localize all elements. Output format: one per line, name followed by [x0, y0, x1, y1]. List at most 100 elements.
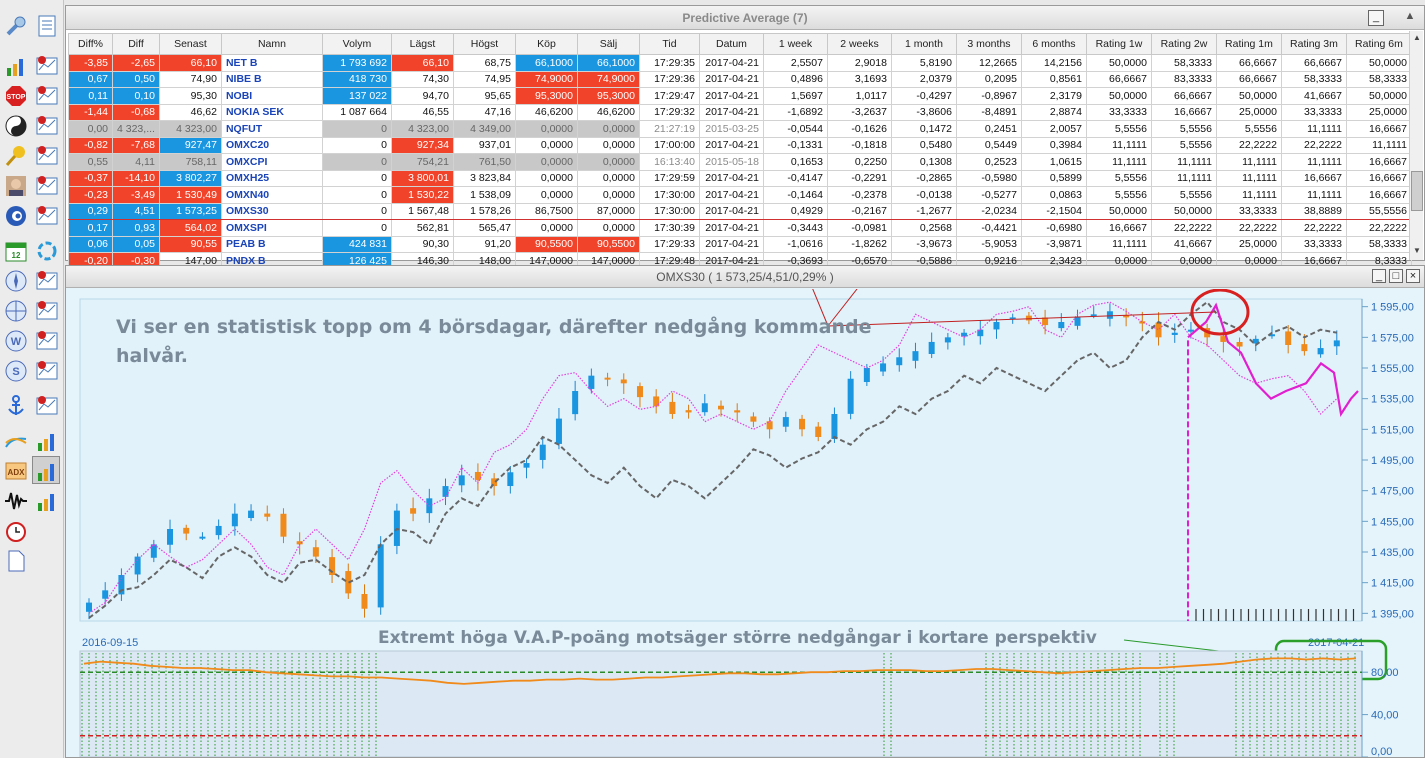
table-row[interactable]: 0,55 4,11 758,11 OMXCPI 0 754,21 761,50 0,0000 0…	[68, 153, 1412, 171]
toolbar-button-s-globe[interactable]: S	[1, 356, 29, 384]
candle	[766, 421, 773, 430]
column-header[interactable]: Högst	[452, 33, 516, 55]
vertical-scrollbar[interactable]: ▲ ▼	[1409, 31, 1423, 260]
toolbar-button-bar-chart-3[interactable]	[32, 456, 60, 484]
toolbar-button-chart-1[interactable]	[32, 111, 60, 139]
table-row[interactable]: 0,67 0,50 74,90 NIBE B 418 730 74,30 74,95 74,9…	[68, 70, 1412, 88]
toolbar-button-bar-chart-4[interactable]	[32, 486, 60, 514]
toolbar-button-alarm-clock[interactable]	[1, 516, 29, 544]
toolbar-button-waveform[interactable]	[1, 486, 29, 514]
table-cell: 2017-04-21	[698, 87, 764, 105]
toolbar-button-refresh-cycle[interactable]	[32, 236, 60, 264]
toolbar-button-chart-d[interactable]	[32, 391, 60, 419]
toolbar-button-trend-lines[interactable]	[1, 426, 29, 454]
table-cell: OMXSPI	[220, 219, 323, 237]
column-header[interactable]: Rating 1w	[1085, 33, 1152, 55]
column-header[interactable]: Namn	[220, 33, 323, 55]
column-header[interactable]: Diff	[112, 33, 160, 55]
column-header[interactable]: Lägst	[390, 33, 454, 55]
candle	[329, 557, 336, 575]
toolbar-button-yin-yang[interactable]	[1, 111, 29, 139]
toolbar-button-globe[interactable]	[1, 296, 29, 324]
toolbar-button-w-globe[interactable]: W	[1, 326, 29, 354]
scroll-up-icon[interactable]: ▲	[1413, 33, 1421, 42]
table-row[interactable]: -0,37 -14,10 3 802,27 OMXH25 0 3 800,01 3 823,…	[68, 169, 1412, 187]
column-header[interactable]: Volym	[321, 33, 392, 55]
toolbar-button-calendar[interactable]: 12	[1, 236, 29, 264]
toolbar-button-chart-list[interactable]	[32, 81, 60, 109]
column-header[interactable]: 2 weeks	[826, 33, 892, 55]
table-row[interactable]: 0,06 0,05 90,55 PEAB B 424 831 90,30 91,20 90,5…	[68, 235, 1412, 253]
column-header[interactable]: 1 week	[762, 33, 828, 55]
column-header[interactable]: Tid	[638, 33, 700, 55]
table-row[interactable]: -0,23 -3,49 1 530,49 OMXN40 0 1 530,22 1 538,0…	[68, 186, 1412, 204]
column-header[interactable]: Diff%	[68, 33, 113, 55]
maximize-button[interactable]: □	[1389, 269, 1403, 283]
toolbar-button-avatar[interactable]	[1, 171, 29, 199]
table-cell: 562,81	[390, 219, 454, 237]
close-button[interactable]: ×	[1406, 269, 1420, 283]
toolbar-button-anchor[interactable]	[1, 391, 29, 419]
toolbar-button-blank-page[interactable]	[1, 546, 29, 574]
table-cell: 86,7500	[514, 202, 578, 220]
highlight-circle	[1190, 289, 1250, 336]
toolbar-button-adx[interactable]: ADX	[1, 456, 29, 484]
toolbar-button-bar-chart[interactable]	[1, 51, 29, 79]
table-cell: NET B	[220, 54, 323, 72]
column-header[interactable]: Sälj	[576, 33, 640, 55]
toolbar-button-stop[interactable]: STOP	[1, 81, 29, 109]
table-cell: 4 323,00	[158, 120, 222, 138]
close-icon[interactable]: ▲	[1404, 10, 1416, 22]
table-cell: 74,95	[452, 70, 516, 88]
price-plot-area[interactable]	[79, 298, 1363, 622]
column-header[interactable]: 3 months	[955, 33, 1022, 55]
toolbar-button-chart-s[interactable]	[32, 356, 60, 384]
toolbar-button-compass[interactable]	[1, 266, 29, 294]
minimize-button[interactable]: _	[1368, 10, 1384, 26]
table-cell: 16,6667	[1280, 169, 1347, 187]
toolbar-button-pin[interactable]	[1, 141, 29, 169]
toolbar-button-chart-2[interactable]	[32, 141, 60, 169]
minimize-button[interactable]: _	[1372, 269, 1386, 283]
table-cell: OMXH25	[220, 169, 323, 187]
candle	[1236, 342, 1243, 347]
table-cell: 4 323,00	[390, 120, 454, 138]
table-row[interactable]: 0,11 0,10 95,30 NOBI 137 022 94,70 95,65 95,300…	[68, 87, 1412, 105]
toolbar-button-chart-f[interactable]	[32, 201, 60, 229]
column-header[interactable]: Rating 2w	[1150, 33, 1217, 55]
column-header[interactable]: Rating 1m	[1215, 33, 1282, 55]
table-cell: 66,6667	[1215, 70, 1282, 88]
column-header[interactable]: 6 months	[1020, 33, 1087, 55]
column-header[interactable]: Senast	[158, 33, 222, 55]
table-row[interactable]: 0,17 0,93 564,02 OMXSPI 0 562,81 565,47 0,0000 0…	[68, 219, 1412, 237]
table-cell: -2,65	[112, 54, 160, 72]
candle	[928, 341, 935, 355]
toolbar-button-document-list[interactable]	[32, 11, 60, 39]
table-row[interactable]: -1,44 -0,68 46,62 NOKIA SEK 1 087 664 46,55 47…	[68, 103, 1412, 121]
column-header[interactable]: 1 month	[890, 33, 957, 55]
toolbar-button-chart-alert[interactable]	[32, 51, 60, 79]
column-header[interactable]: Rating 6m	[1345, 33, 1412, 55]
scroll-down-icon[interactable]: ▼	[1413, 246, 1421, 255]
toolbar-button-bar-chart-2[interactable]	[32, 426, 60, 454]
table-row[interactable]: 0,29 4,51 1 573,25 OMXS30 0 1 567,48 1 578,26 8…	[68, 202, 1412, 220]
table-row[interactable]: -0,82 -7,68 927,47 OMXC20 0 927,34 937,01 0,000…	[68, 136, 1412, 154]
candle	[750, 416, 757, 422]
column-header[interactable]: Datum	[698, 33, 764, 55]
table-row[interactable]: 0,00 4 323,... 4 323,00 NQFUT 0 4 323,00 4 349…	[68, 120, 1412, 138]
toolbar-button-spiral-logo[interactable]	[1, 201, 29, 229]
table-cell: 11,1111	[1280, 153, 1347, 171]
chart-canvas[interactable]: 1 395,00 1 415,00 1 435,00 1 455,00 1 475,00…	[66, 289, 1424, 757]
table-cell: 11,1111	[1345, 136, 1412, 154]
candle	[507, 472, 514, 487]
scroll-thumb[interactable]	[1411, 171, 1423, 211]
table-cell: -0,68	[112, 103, 160, 121]
toolbar-button-chart-o[interactable]	[32, 326, 60, 354]
toolbar-button-chart-r[interactable]	[32, 296, 60, 324]
column-header[interactable]: Köp	[514, 33, 578, 55]
toolbar-button-chart-m[interactable]	[32, 266, 60, 294]
column-header[interactable]: Rating 3m	[1280, 33, 1347, 55]
toolbar-button-chart-b[interactable]	[32, 171, 60, 199]
toolbar-button-wrench[interactable]	[1, 11, 29, 39]
